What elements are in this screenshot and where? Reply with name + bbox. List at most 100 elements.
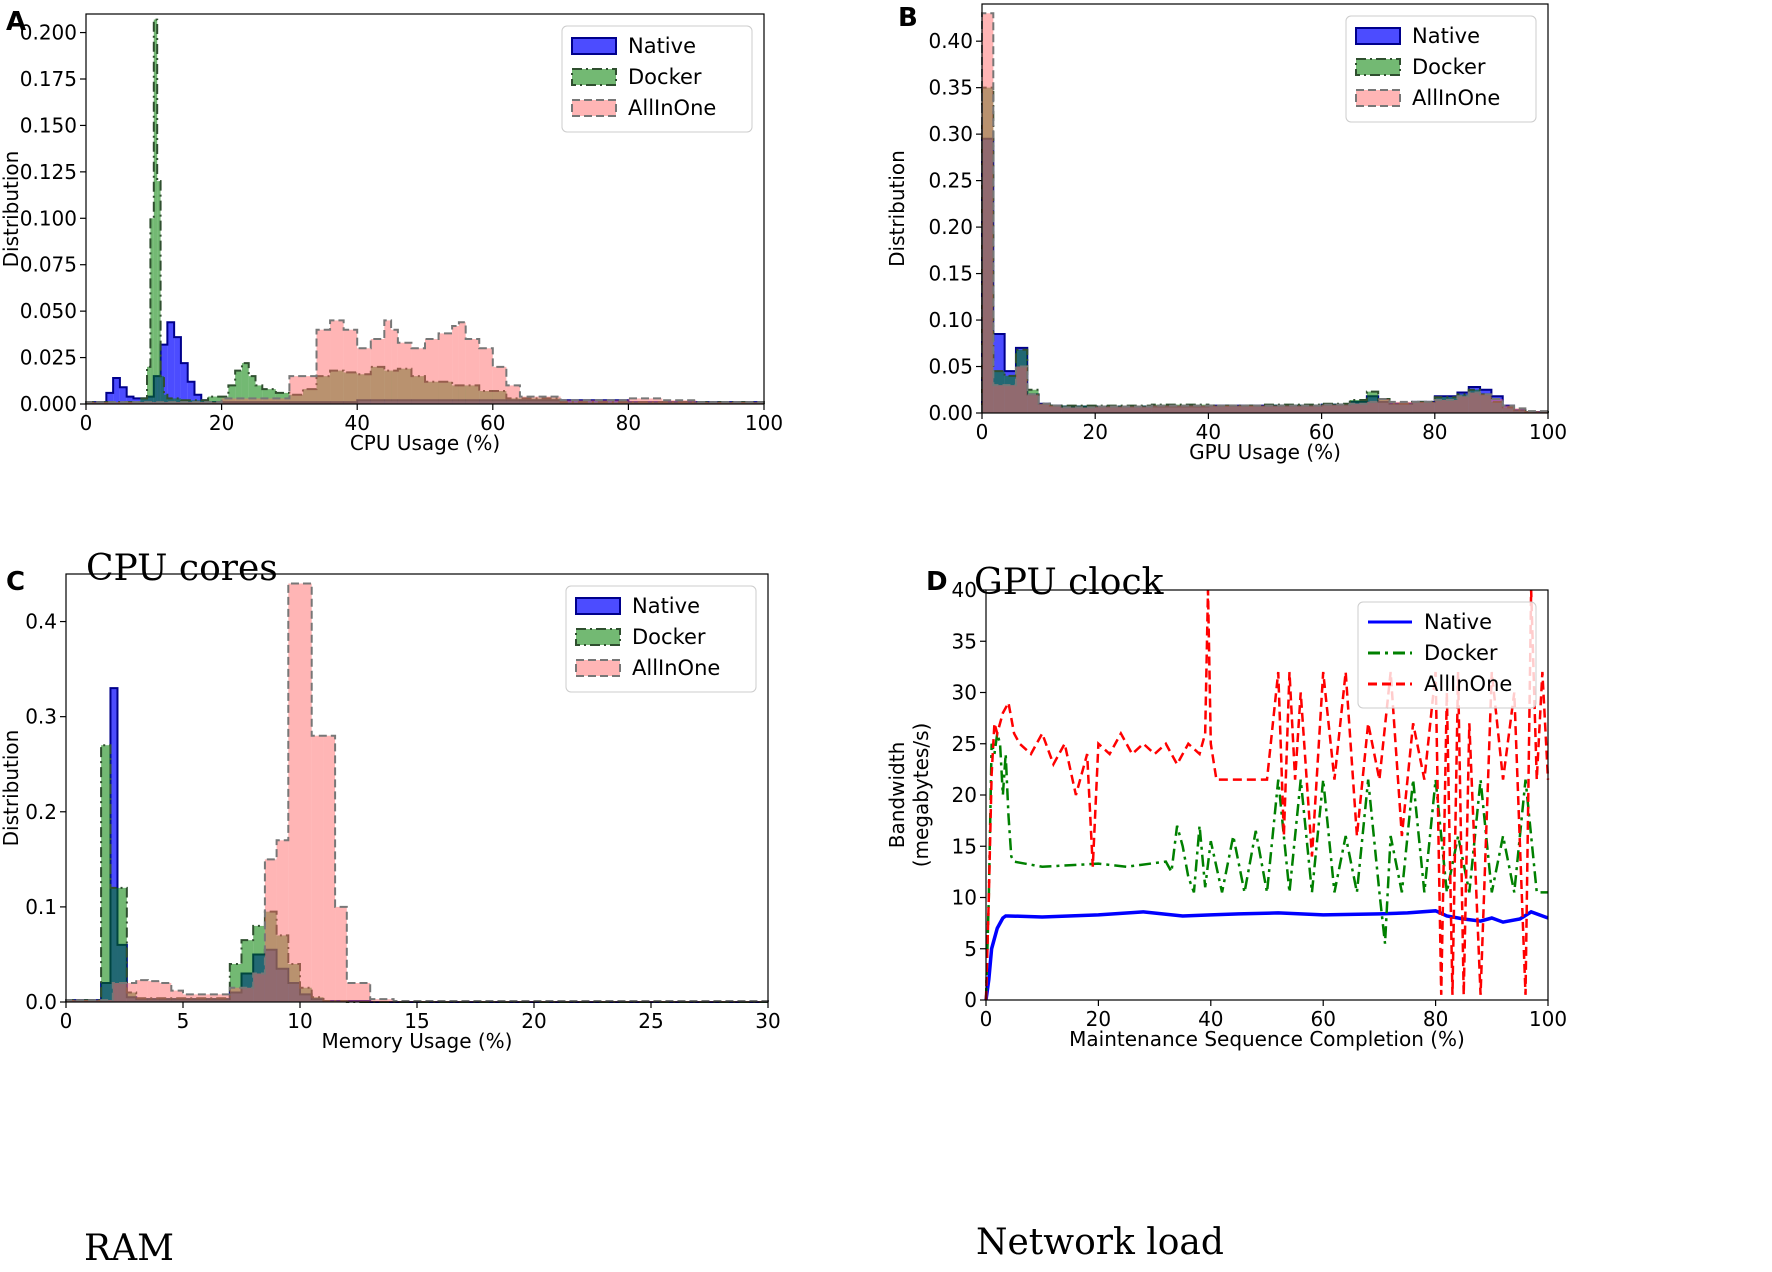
x-tick-label: 20 (209, 411, 234, 435)
y-tick-label: 0.3 (25, 705, 57, 729)
legend-box (1357, 601, 1537, 709)
bar-docker-1 (140, 398, 148, 404)
outline-native (981, 137, 1549, 414)
bar-docker-2 (147, 366, 151, 404)
x-axis-label: Maintenance Sequence Completion (%) (1069, 1027, 1465, 1051)
bar-allinone-8 (229, 987, 254, 1002)
bar-allinone-2 (1004, 385, 1016, 413)
bar-allinone-15 (1378, 399, 1390, 413)
bar-allinone-17 (346, 982, 371, 1002)
panel-c-ram-histogram: C 0 5 10 15 20 25 30 0.0 0.1 0.2 0.3 0.4 Memory Usage… (0, 567, 781, 1053)
y-tick-label: 40 (952, 578, 977, 602)
x-tick-label: 60 (1309, 420, 1334, 444)
line-allinone (984, 589, 1550, 1001)
series-docker (65, 744, 768, 1003)
bar-allinone-19 (506, 385, 520, 404)
x-tick-label: 20 (1086, 1007, 1111, 1031)
bar-allinone-20 (1468, 392, 1481, 413)
y-tick-label: 0.200 (20, 21, 77, 45)
bar-native-4 (126, 396, 134, 404)
bar-allinone-11 (411, 348, 425, 404)
y-tick-label: 0.15 (928, 262, 973, 286)
x-tick-label: 100 (1529, 420, 1567, 444)
y-axis-label-line-0: Bandwidth (885, 742, 909, 848)
x-tick-label: 0 (80, 411, 93, 435)
bar-allinone-9 (391, 329, 398, 404)
plot-group-c: C 0 5 10 15 20 25 30 0.0 0.1 0.2 0.3 0.4 Memory Usage… (0, 567, 781, 1053)
y-tick-label: 0.0 (25, 990, 57, 1014)
bar-allinone-3 (1015, 366, 1028, 413)
bar-allinone-5 (1038, 403, 1050, 413)
y-tick-label: 25 (952, 732, 977, 756)
outline-native (65, 687, 768, 1003)
outline-docker (981, 86, 1549, 414)
x-tick-label: 0 (60, 1009, 73, 1033)
bar-allinone-13 (438, 333, 453, 404)
y-axis-label: Distribution (0, 730, 23, 847)
bar-allinone-18 (370, 999, 394, 1002)
bar-docker-13 (241, 363, 249, 404)
bar-allinone-13 (300, 583, 312, 1002)
y-tick-label: 0.175 (20, 67, 77, 91)
caption-ram: RAM (84, 1228, 174, 1269)
caption-network-load: Network load (976, 1222, 1224, 1263)
series-allinone (981, 12, 1549, 414)
bar-allinone-22 (628, 398, 663, 404)
caption-gpu-clock: GPU clock (974, 562, 1164, 603)
y-axis-label-line-1: (megabytes/s) (909, 723, 933, 868)
bar-allinone-16 (465, 339, 480, 404)
bar-docker-2 (110, 887, 118, 1002)
bar-allinone-17 (1412, 401, 1435, 413)
x-tick-label: 20 (521, 1009, 546, 1033)
bar-allinone-23 (1502, 405, 1515, 413)
bar-allinone-13 (1349, 403, 1367, 413)
bar-allinone-6 (183, 994, 207, 1002)
bar-allinone-12 (1321, 404, 1350, 413)
bar-allinone-22 (1491, 399, 1503, 413)
x-axis-label: GPU Usage (%) (1189, 440, 1341, 464)
bar-docker-14 (248, 376, 256, 404)
caption-cpu-cores: CPU cores (86, 548, 278, 589)
panel-letter-b: B (898, 3, 918, 33)
bar-allinone-1 (993, 385, 1005, 413)
bar-docker-8 (241, 940, 254, 1002)
y-tick-label: 0.050 (20, 299, 77, 323)
y-tick-label: 0.125 (20, 160, 77, 184)
bar-docker-4 (153, 19, 158, 404)
legend-label-docker: Docker (632, 625, 706, 649)
bar-native-10 (167, 322, 175, 404)
line-native (984, 909, 1549, 1001)
y-tick-label: 0.35 (928, 76, 973, 100)
legend-label-docker: Docker (628, 65, 702, 89)
axes-frame-a (85, 13, 765, 405)
x-tick-label: 80 (616, 411, 641, 435)
bar-allinone-7 (206, 994, 230, 1002)
legend-c: Native Docker AllInOne (565, 585, 757, 693)
bar-allinone-18 (1434, 399, 1458, 413)
bar-native-12 (180, 363, 188, 404)
legend-swatch-allinone (571, 99, 617, 117)
outline-docker (65, 744, 768, 1003)
x-tick-label: 40 (1196, 420, 1221, 444)
bar-allinone-14 (311, 735, 324, 1002)
series-allinone (65, 582, 769, 1003)
outline-allinone (65, 582, 769, 1003)
bar-docker-15 (255, 385, 263, 404)
plot-group-b: B 0 20 40 60 80 100 0.00 0.05 0.10 0.15 0.20 0.25 0.3… (885, 3, 1567, 464)
bar-docker-5 (157, 181, 161, 404)
bar-native-11 (174, 337, 181, 404)
y-tick-label: 0.000 (20, 392, 77, 416)
outline-allinone (85, 319, 765, 404)
x-tick-label: 40 (1198, 1007, 1223, 1031)
y-tick-label: 0.150 (20, 113, 77, 137)
legend-swatch-docker (571, 68, 617, 86)
bar-allinone-18 (492, 366, 507, 404)
x-tick-label: 80 (1423, 1007, 1448, 1031)
y-tick-label: 0.075 (20, 253, 77, 277)
x-tick-label: 25 (638, 1009, 663, 1033)
axes-frame-b (981, 3, 1549, 414)
x-tick-label: 15 (404, 1009, 429, 1033)
bar-allinone-8 (1095, 406, 1152, 413)
bar-docker-7 (163, 394, 168, 404)
bar-docker-3 (117, 887, 127, 1002)
